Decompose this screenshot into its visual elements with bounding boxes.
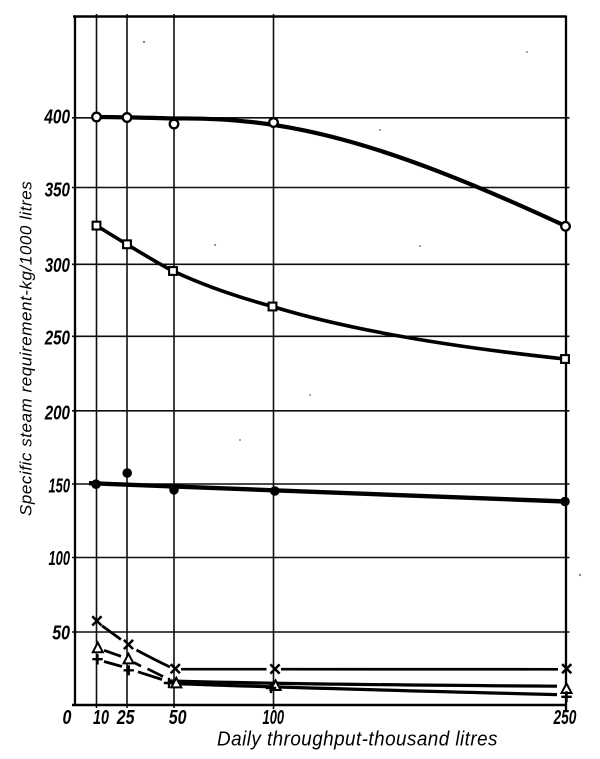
svg-text:350: 350 [45,178,70,201]
svg-text:100: 100 [48,546,70,570]
svg-text:0: 0 [63,705,73,728]
svg-text:100: 100 [263,705,285,729]
svg-text:Specific steam requirement-kg/: Specific steam requirement-kg/1000 litre… [17,181,36,516]
svg-text:10: 10 [93,705,109,728]
svg-text:Daily throughput-thousand litr: Daily throughput-thousand litres [217,728,498,751]
svg-text:250: 250 [44,326,70,349]
svg-text:200: 200 [44,401,70,424]
svg-text:25: 25 [116,705,135,728]
svg-text:150: 150 [48,473,70,497]
svg-text:50: 50 [169,705,187,728]
svg-text:300: 300 [45,254,70,277]
svg-text:400: 400 [44,105,70,128]
svg-text:50: 50 [52,621,70,644]
svg-text:250: 250 [553,705,577,728]
